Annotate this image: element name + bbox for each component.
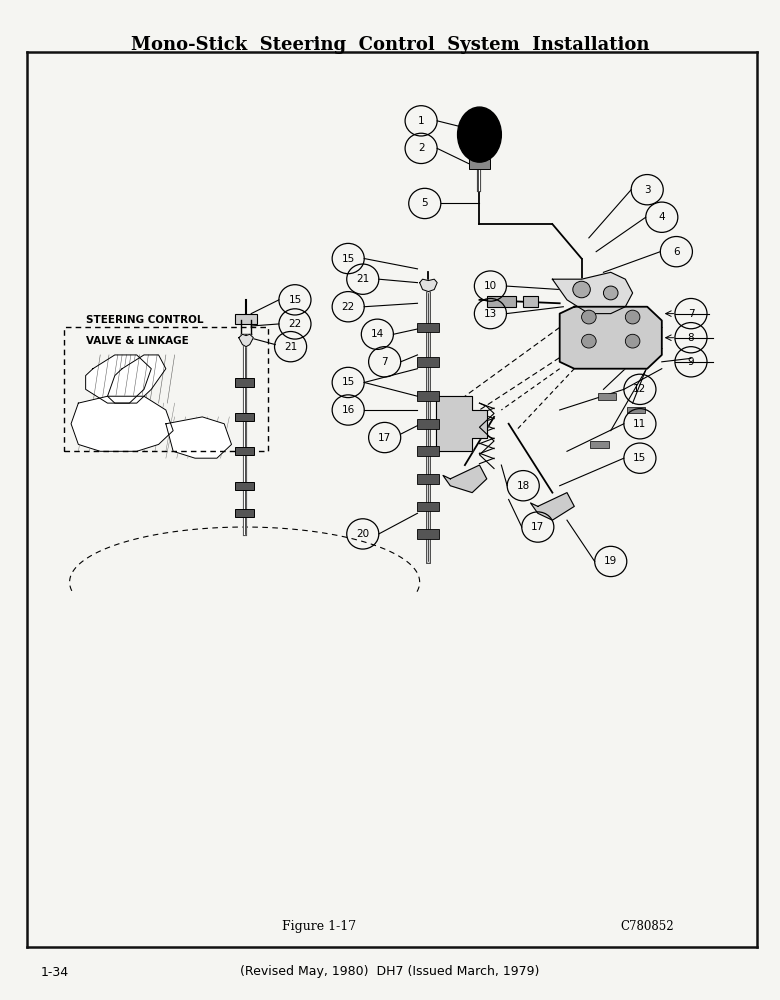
Text: 16: 16 [342,405,355,415]
Text: 8: 8 [688,333,694,343]
FancyBboxPatch shape [597,393,616,400]
Text: 5: 5 [421,198,428,208]
Polygon shape [443,465,487,493]
Polygon shape [86,355,151,403]
Text: 17: 17 [378,433,392,443]
Text: 9: 9 [688,357,694,367]
Text: 17: 17 [531,522,544,532]
FancyBboxPatch shape [417,323,439,332]
Text: 18: 18 [516,481,530,491]
Text: 20: 20 [356,529,370,539]
FancyBboxPatch shape [417,357,439,367]
FancyBboxPatch shape [487,296,516,307]
Text: 21: 21 [356,274,370,284]
Circle shape [582,334,596,348]
Polygon shape [420,279,437,292]
Circle shape [573,281,590,298]
Text: 11: 11 [633,419,647,429]
FancyBboxPatch shape [469,159,491,169]
Polygon shape [108,355,166,403]
Circle shape [604,286,618,300]
Ellipse shape [458,107,502,162]
Text: 19: 19 [604,556,617,566]
FancyBboxPatch shape [417,446,439,456]
FancyBboxPatch shape [523,296,538,307]
Text: 22: 22 [342,302,355,312]
Polygon shape [166,417,232,458]
Text: 7: 7 [381,357,388,367]
Text: 15: 15 [342,377,355,387]
FancyBboxPatch shape [235,314,257,324]
Text: 4: 4 [658,212,665,222]
FancyBboxPatch shape [417,529,439,539]
Text: Mono-Stick  Steering  Control  System  Installation: Mono-Stick Steering Control System Insta… [131,36,649,54]
Text: (Revised May, 1980)  DH7 (Issued March, 1979): (Revised May, 1980) DH7 (Issued March, 1… [240,966,540,978]
Text: 6: 6 [673,247,679,257]
Text: 1-34: 1-34 [41,966,69,978]
Text: STEERING CONTROL: STEERING CONTROL [86,315,203,325]
Polygon shape [552,272,633,314]
FancyBboxPatch shape [417,391,439,401]
FancyBboxPatch shape [590,441,608,448]
Text: 14: 14 [370,329,384,339]
Text: C780852: C780852 [620,920,674,933]
Text: 10: 10 [484,281,497,291]
Text: 3: 3 [644,185,651,195]
Text: VALVE & LINKAGE: VALVE & LINKAGE [86,336,189,346]
FancyBboxPatch shape [417,502,439,511]
Circle shape [626,310,640,324]
Polygon shape [530,493,574,520]
Polygon shape [239,334,254,347]
Text: 7: 7 [688,309,694,319]
Text: 22: 22 [289,319,302,329]
Text: Figure 1-17: Figure 1-17 [282,920,356,933]
Text: 13: 13 [484,309,497,319]
FancyBboxPatch shape [235,482,254,490]
Circle shape [582,310,596,324]
Text: 15: 15 [342,254,355,264]
Text: 21: 21 [284,342,297,352]
Text: 15: 15 [633,453,647,463]
FancyBboxPatch shape [235,509,254,517]
Text: 15: 15 [289,295,302,305]
FancyBboxPatch shape [627,407,645,413]
Text: 1: 1 [418,116,424,126]
FancyBboxPatch shape [417,419,439,429]
Text: 12: 12 [633,384,647,394]
Circle shape [626,334,640,348]
FancyBboxPatch shape [235,447,254,455]
Text: 2: 2 [418,143,424,153]
FancyBboxPatch shape [235,378,254,387]
Polygon shape [560,307,661,369]
Polygon shape [71,396,173,451]
FancyBboxPatch shape [235,413,254,421]
FancyBboxPatch shape [417,474,439,484]
Polygon shape [436,396,487,451]
